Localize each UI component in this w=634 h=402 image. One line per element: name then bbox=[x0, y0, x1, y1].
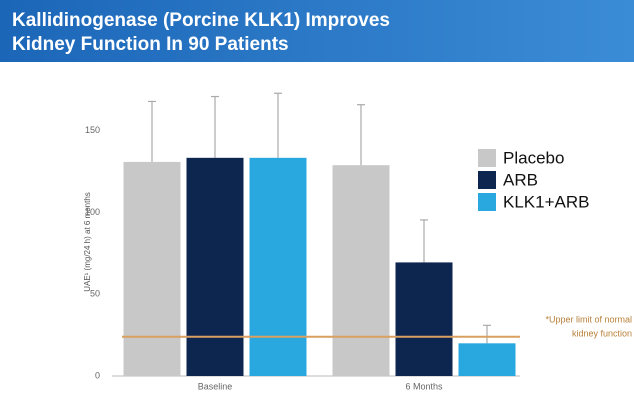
y-tick-label: 0 bbox=[95, 370, 100, 380]
x-tick-label: 6 Months bbox=[405, 381, 443, 391]
y-axis-label: UAE¹ (mg/24 h) at 6 months bbox=[83, 192, 92, 292]
title-banner bbox=[0, 0, 634, 62]
bar bbox=[332, 165, 390, 376]
legend-swatch bbox=[478, 171, 496, 189]
legend-label: Placebo bbox=[503, 148, 564, 167]
y-tick-label: 50 bbox=[90, 289, 100, 299]
legend-label: ARB bbox=[503, 170, 538, 189]
y-tick-label: 150 bbox=[85, 125, 100, 135]
bar bbox=[186, 157, 244, 376]
chart-title: Kidney Function In 90 Patients bbox=[12, 34, 289, 55]
legend-swatch bbox=[478, 193, 496, 211]
y-tick-label: 100 bbox=[85, 207, 100, 217]
bar bbox=[458, 343, 516, 376]
legend-swatch bbox=[478, 149, 496, 167]
reference-label: *Upper limit of normal bbox=[545, 314, 632, 324]
reference-label: kidney function bbox=[572, 328, 632, 338]
chart-title: Kallidinogenase (Porcine KLK1) Improves bbox=[12, 10, 390, 31]
bar bbox=[123, 161, 181, 376]
x-tick-label: Baseline bbox=[198, 381, 233, 391]
bar bbox=[249, 157, 307, 376]
legend-label: KLK1+ARB bbox=[503, 192, 589, 211]
bar bbox=[395, 262, 453, 376]
